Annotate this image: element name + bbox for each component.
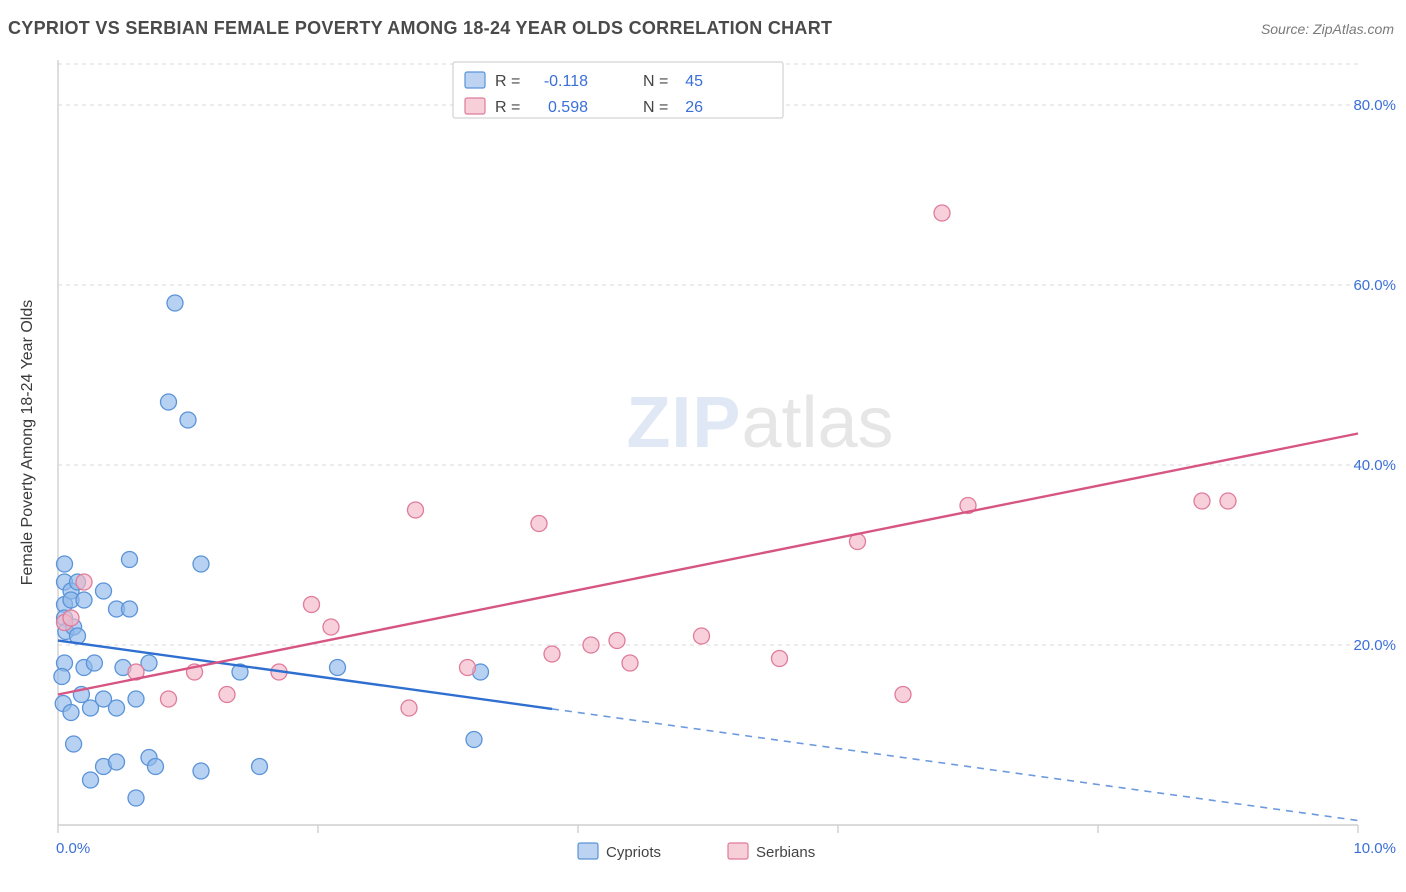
legend-r-label: R =	[495, 99, 520, 116]
point-cypriots	[76, 592, 92, 608]
point-serbians	[460, 660, 476, 676]
point-serbians	[408, 502, 424, 518]
point-cypriots	[167, 295, 183, 311]
legend-n-label: N =	[643, 73, 668, 90]
point-serbians	[934, 205, 950, 221]
point-cypriots	[122, 552, 138, 568]
chart-source: Source: ZipAtlas.com	[1261, 21, 1394, 37]
point-cypriots	[128, 691, 144, 707]
point-cypriots	[148, 759, 164, 775]
point-serbians	[219, 687, 235, 703]
point-serbians	[694, 628, 710, 644]
point-serbians	[544, 646, 560, 662]
point-cypriots	[193, 763, 209, 779]
point-cypriots	[109, 754, 125, 770]
point-cypriots	[96, 583, 112, 599]
point-cypriots	[466, 732, 482, 748]
y-tick-label: 60.0%	[1353, 277, 1396, 294]
point-cypriots	[83, 772, 99, 788]
legend-r-value: 0.598	[548, 99, 588, 116]
trendline-cypriots-dashed	[552, 709, 1358, 821]
point-serbians	[304, 597, 320, 613]
bottom-legend-label: Serbians	[756, 844, 815, 861]
trendline-serbians-solid	[58, 434, 1358, 695]
chart-svg: ZIPatlas 20.0% 40.0% 60.0% 80.0% 0.0% 10.0% Fem…	[8, 50, 1398, 884]
point-cypriots	[122, 601, 138, 617]
point-cypriots	[252, 759, 268, 775]
point-cypriots	[330, 660, 346, 676]
chart-header: CYPRIOT VS SERBIAN FEMALE POVERTY AMONG …	[8, 18, 1394, 39]
legend-n-value: 26	[685, 99, 703, 116]
point-serbians	[772, 651, 788, 667]
bottom-legend-swatch	[728, 843, 748, 859]
point-serbians	[76, 574, 92, 590]
point-cypriots	[57, 556, 73, 572]
point-cypriots	[193, 556, 209, 572]
y-tick-label: 40.0%	[1353, 457, 1396, 474]
x-tick-label: 0.0%	[56, 840, 90, 857]
point-serbians	[583, 637, 599, 653]
y-tick-label: 20.0%	[1353, 637, 1396, 654]
bottom-legend-swatch	[578, 843, 598, 859]
point-serbians	[161, 691, 177, 707]
y-axis-label: Female Poverty Among 18-24 Year Olds	[19, 300, 36, 586]
x-tick-label: 10.0%	[1353, 840, 1396, 857]
point-cypriots	[86, 655, 102, 671]
correlation-scatter-chart: ZIPatlas 20.0% 40.0% 60.0% 80.0% 0.0% 10.0% Fem…	[8, 50, 1398, 884]
point-serbians	[895, 687, 911, 703]
point-cypriots	[63, 705, 79, 721]
legend-swatch	[465, 72, 485, 88]
point-serbians	[63, 610, 79, 626]
point-serbians	[622, 655, 638, 671]
watermark: ZIPatlas	[626, 383, 893, 463]
point-cypriots	[161, 394, 177, 410]
point-cypriots	[54, 669, 70, 685]
point-serbians	[531, 516, 547, 532]
point-serbians	[323, 619, 339, 635]
y-tick-label: 80.0%	[1353, 97, 1396, 114]
legend-n-value: 45	[685, 73, 703, 90]
legend-r-value: -0.118	[544, 73, 588, 90]
point-cypriots	[109, 700, 125, 716]
point-serbians	[609, 633, 625, 649]
chart-title: CYPRIOT VS SERBIAN FEMALE POVERTY AMONG …	[8, 18, 832, 39]
point-cypriots	[180, 412, 196, 428]
point-serbians	[1220, 493, 1236, 509]
point-cypriots	[128, 790, 144, 806]
point-cypriots	[66, 736, 82, 752]
point-serbians	[1194, 493, 1210, 509]
legend-n-label: N =	[643, 99, 668, 116]
legend-r-label: R =	[495, 73, 520, 90]
point-serbians	[401, 700, 417, 716]
bottom-legend-label: Cypriots	[606, 844, 661, 861]
legend-swatch	[465, 98, 485, 114]
